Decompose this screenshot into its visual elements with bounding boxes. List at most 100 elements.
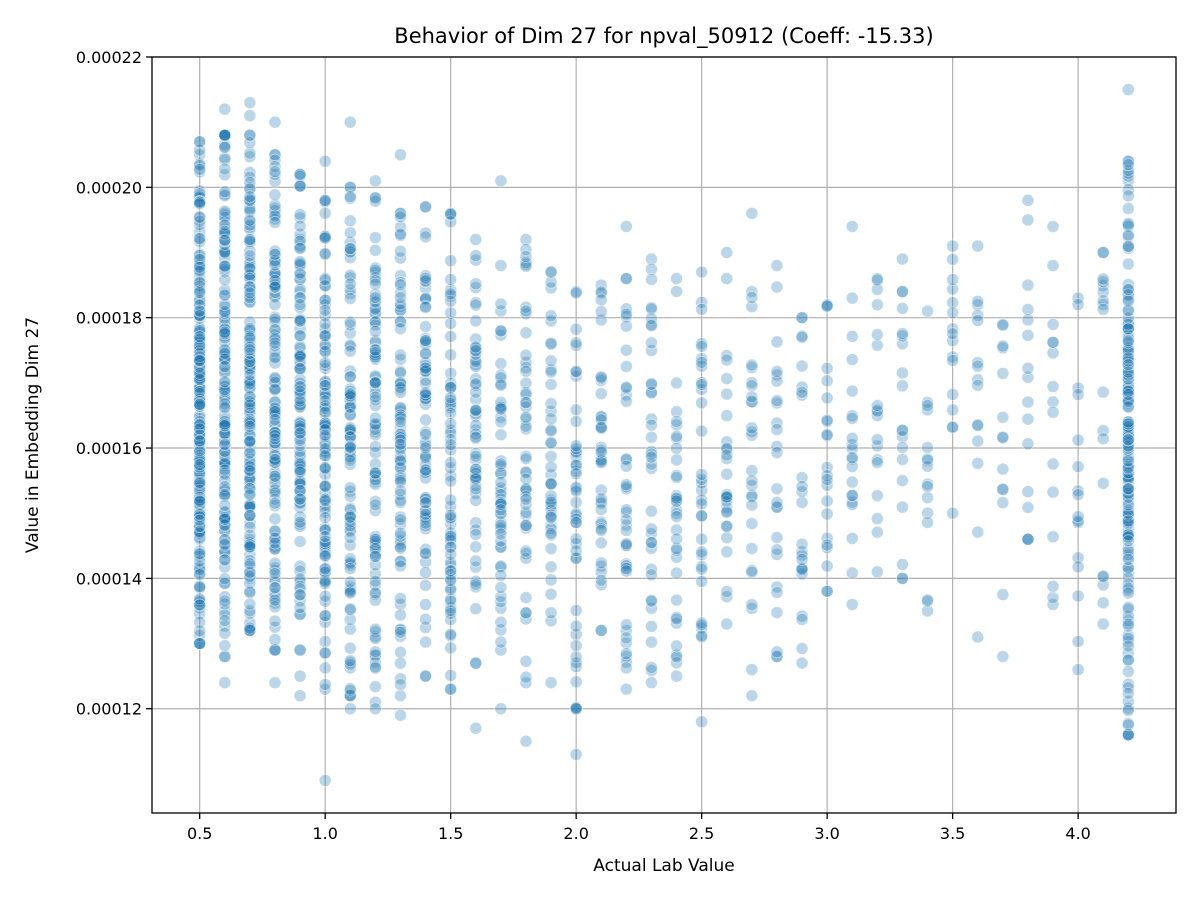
data-point <box>795 553 809 566</box>
data-point <box>343 190 357 204</box>
data-point <box>218 288 232 302</box>
data-point <box>193 158 207 172</box>
data-point <box>469 602 483 616</box>
data-point <box>218 484 232 498</box>
data-point <box>218 352 232 366</box>
data-point <box>218 553 232 567</box>
data-point <box>494 527 508 541</box>
data-point <box>996 430 1010 444</box>
data-point <box>193 598 207 612</box>
data-point <box>318 359 332 372</box>
data-point <box>343 515 357 529</box>
data-point <box>1021 485 1035 499</box>
data-point <box>218 102 232 116</box>
data-point <box>519 734 533 748</box>
data-point <box>569 322 583 336</box>
data-point <box>394 244 407 258</box>
data-point <box>218 506 232 519</box>
data-point <box>1021 193 1035 207</box>
data-point <box>394 376 407 390</box>
data-point <box>318 774 332 787</box>
data-point <box>1096 476 1110 490</box>
data-point <box>645 319 658 333</box>
data-point <box>218 488 232 501</box>
x-tick-label: 3.5 <box>940 824 965 843</box>
data-point <box>268 247 282 261</box>
data-point <box>971 314 985 327</box>
data-point <box>343 408 357 422</box>
y-tick-label: 0.00018 <box>76 309 142 328</box>
data-point <box>971 419 985 432</box>
data-point <box>243 377 257 391</box>
data-point <box>243 343 257 357</box>
data-point <box>1071 663 1085 677</box>
data-point <box>494 415 508 429</box>
data-point <box>594 387 608 401</box>
data-points <box>193 83 1135 787</box>
data-point <box>268 499 282 513</box>
data-point <box>268 531 282 545</box>
data-point <box>1121 334 1135 348</box>
data-point <box>243 340 257 354</box>
data-point <box>569 639 583 653</box>
data-point <box>343 562 357 575</box>
data-point <box>996 650 1010 663</box>
data-point <box>494 297 508 311</box>
data-point <box>544 397 558 411</box>
data-point <box>193 444 207 458</box>
data-point <box>519 250 533 263</box>
data-point <box>444 508 458 522</box>
data-point <box>1121 482 1135 496</box>
data-point <box>343 538 357 552</box>
data-point <box>318 549 332 562</box>
data-point <box>1071 433 1085 447</box>
data-point <box>645 635 658 649</box>
data-point <box>193 624 207 638</box>
data-point <box>419 230 432 244</box>
data-point <box>293 416 307 430</box>
data-point <box>293 291 307 305</box>
data-point <box>1121 257 1135 271</box>
data-point <box>193 458 207 471</box>
data-point <box>268 351 282 365</box>
data-point <box>318 562 332 576</box>
data-point <box>845 330 859 343</box>
data-point <box>394 689 407 703</box>
data-point <box>544 309 558 323</box>
data-point <box>1071 635 1085 648</box>
data-point <box>318 402 332 415</box>
data-point <box>996 588 1010 601</box>
data-point <box>1046 579 1060 593</box>
data-point <box>368 578 382 592</box>
data-point <box>946 306 960 320</box>
data-point <box>419 669 432 683</box>
data-point <box>845 220 859 233</box>
data-point <box>293 492 307 506</box>
data-point <box>218 537 232 551</box>
data-point <box>1121 686 1135 700</box>
data-point <box>845 566 859 580</box>
data-point <box>896 301 909 315</box>
data-point <box>243 464 257 478</box>
data-point <box>419 200 432 214</box>
data-point <box>343 339 357 353</box>
data-point <box>368 386 382 400</box>
data-point <box>243 194 257 208</box>
data-point <box>720 490 734 504</box>
data-point <box>293 242 307 255</box>
data-point <box>1121 553 1135 566</box>
data-point <box>544 510 558 524</box>
data-point <box>318 317 332 331</box>
data-point <box>1021 278 1035 292</box>
data-point <box>770 394 784 408</box>
data-point <box>419 386 432 399</box>
data-point <box>318 356 332 370</box>
x-tick-label: 1.5 <box>438 824 463 843</box>
data-point <box>494 615 508 629</box>
data-point <box>544 676 558 690</box>
data-point <box>745 390 759 404</box>
data-point <box>1071 488 1085 502</box>
data-point <box>218 512 232 526</box>
data-point <box>419 463 432 477</box>
data-point <box>519 670 533 684</box>
